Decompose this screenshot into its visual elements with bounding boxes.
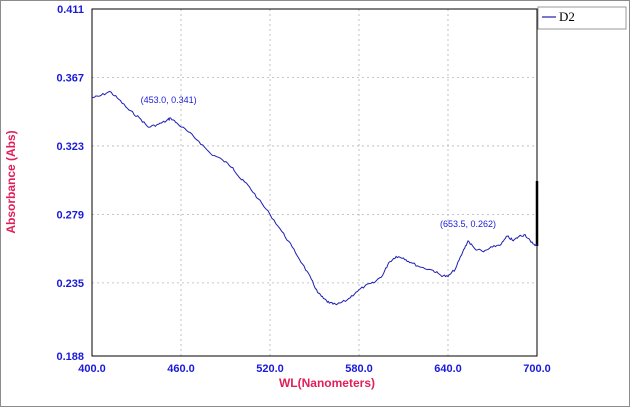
x-tick-label: 400.0: [78, 363, 106, 375]
x-axis-label: WL(Nanometers): [279, 376, 375, 390]
series-line-d2: [91, 90, 538, 306]
annotation-label: (653.5, 0.262): [440, 219, 496, 229]
legend-box: [537, 6, 627, 30]
y-tick-label: 0.411: [57, 4, 84, 16]
x-tick-label: 520.0: [256, 363, 284, 375]
x-tick-label: 640.0: [434, 363, 462, 375]
y-tick-label: 0.279: [56, 209, 84, 221]
y-tick-label: 0.323: [56, 141, 84, 153]
y-tick-label: 0.367: [56, 72, 84, 84]
annotation-label: (453.0, 0.341): [141, 95, 197, 105]
grid-lines: [92, 9, 537, 356]
y-tick-labels: 0.411 0.367 0.323 0.279 0.235 0.188: [56, 4, 84, 363]
x-tick-label: 460.0: [167, 363, 195, 375]
y-tick-label: 0.188: [56, 351, 84, 363]
x-tick-label: 700.0: [523, 363, 551, 375]
annotations: (453.0, 0.341) (653.5, 0.262): [141, 95, 496, 229]
legend-label-d2: D2: [559, 9, 575, 24]
y-axis-label: Absorbance (Abs): [4, 130, 18, 233]
y-tick-label: 0.235: [56, 278, 84, 290]
plot-area-border: [91, 8, 538, 357]
x-tick-label: 580.0: [345, 363, 373, 375]
x-tick-labels: 400.0 460.0 520.0 580.0 640.0 700.0: [78, 363, 551, 375]
